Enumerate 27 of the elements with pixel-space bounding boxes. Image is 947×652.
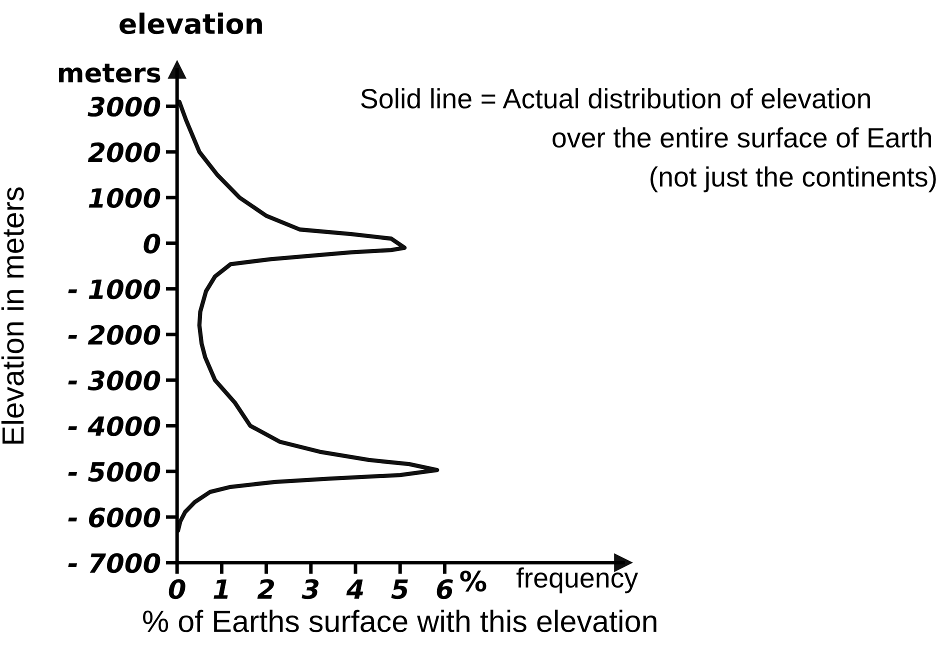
- x-tick-label: 4: [346, 579, 364, 599]
- y-axis-title: Elevation in meters: [1, 187, 24, 444]
- y-tick-label: - 1000: [68, 279, 160, 300]
- y-tick-label: - 6000: [68, 507, 160, 528]
- x-tick-label: 2: [257, 579, 274, 599]
- text: (not just the continents): [650, 166, 936, 192]
- text: elevation: [120, 12, 262, 34]
- x-tick-label: 6: [436, 579, 453, 600]
- y-tick-label: 0: [144, 234, 160, 254]
- x-tick-label: 0: [168, 579, 186, 600]
- y-tick-label: - 7000: [68, 553, 160, 574]
- y-tick-label: 2000: [88, 142, 160, 162]
- y-tick-label: - 2000: [68, 324, 160, 345]
- text: meters: [59, 64, 160, 83]
- text: %: [460, 570, 486, 592]
- x-tick-label: 1: [214, 579, 228, 599]
- text: frequency: [516, 567, 638, 594]
- y-tick-label: 3000: [88, 96, 160, 117]
- x-axis-title: % of Earths surface with this elevation: [143, 610, 656, 632]
- x-tick-label: 3: [302, 579, 319, 600]
- y-tick-label: - 5000: [68, 462, 160, 482]
- y-tick-label: - 4000: [68, 416, 160, 436]
- x-tick-label: 5: [391, 579, 408, 600]
- annotation: Solid line = Actual distribution of elevation: [361, 88, 870, 109]
- y-tick-label: - 3000: [68, 370, 160, 391]
- y-tick-label: 1000: [88, 188, 160, 208]
- annotation: over the entire surface of Earth: [552, 127, 932, 148]
